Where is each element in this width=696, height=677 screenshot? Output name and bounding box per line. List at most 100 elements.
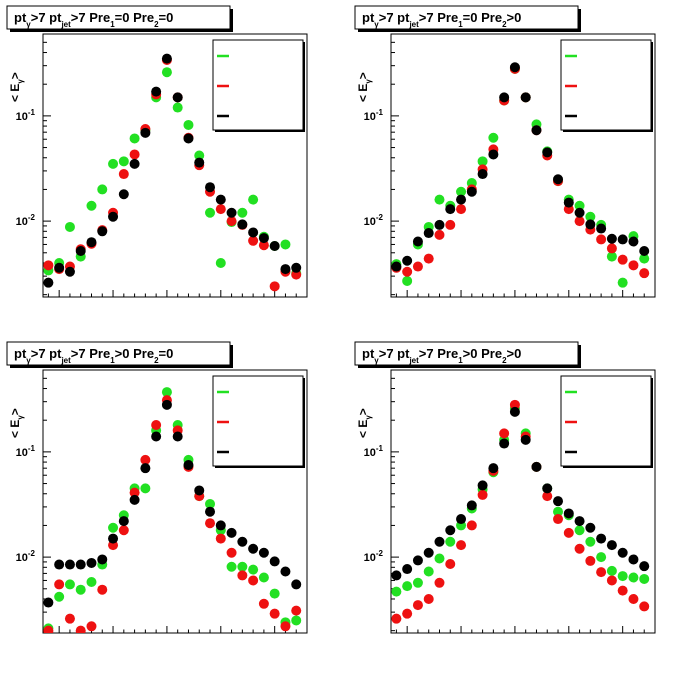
data-point	[258, 240, 269, 251]
data-point	[215, 520, 226, 531]
data-point	[258, 233, 269, 244]
title-text: ptγ>7 ptjet>7 Pre1=0 Pre2>0	[362, 10, 521, 29]
data-point	[205, 518, 216, 529]
legend	[212, 375, 305, 468]
data-point	[423, 593, 434, 604]
title-box	[6, 341, 231, 366]
y-tick-label: 10-2	[364, 213, 384, 228]
data-point	[488, 463, 499, 474]
y-tick-label: 10-1	[16, 444, 36, 459]
data-point	[639, 601, 650, 612]
data-point	[617, 254, 628, 265]
data-point	[226, 547, 237, 558]
data-point	[445, 219, 456, 230]
data-point	[434, 536, 445, 547]
data-point	[596, 234, 607, 245]
data-point	[129, 494, 140, 505]
data-point	[553, 496, 564, 507]
data-point	[456, 186, 467, 197]
title-box	[6, 5, 231, 30]
data-point	[488, 149, 499, 160]
data-point	[291, 262, 302, 273]
y-tick-label: 10-2	[16, 213, 36, 228]
data-point	[520, 434, 531, 445]
data-point	[108, 522, 119, 533]
data-point	[639, 573, 650, 584]
data-point	[140, 127, 151, 138]
chart-title: ptγ>7 ptjet>7 Pre1=0 Pre2>0	[354, 5, 581, 32]
data-point	[75, 245, 86, 256]
data-point	[269, 281, 280, 292]
data-point	[54, 559, 65, 570]
data-point	[606, 243, 617, 254]
chart-panel-4: 10-2 10-1 < Eγ> ptγ>7 ptjet>7 Pre1>0 Pre2>0	[354, 341, 656, 634]
data-point	[54, 262, 65, 273]
series-black	[391, 62, 650, 272]
data-point	[129, 158, 140, 169]
data-point	[118, 169, 129, 180]
data-point	[258, 572, 269, 583]
data-point	[97, 584, 108, 595]
data-point	[54, 579, 65, 590]
data-point	[606, 233, 617, 244]
data-point	[574, 200, 585, 211]
data-point	[466, 520, 477, 531]
data-point	[402, 564, 413, 575]
data-point	[477, 480, 488, 491]
data-point	[75, 625, 86, 633]
data-point	[226, 207, 237, 218]
data-point	[248, 543, 259, 554]
title-text: ptγ>7 ptjet>7 Pre1=0 Pre2=0	[14, 10, 173, 29]
data-point	[553, 514, 564, 525]
data-point	[488, 132, 499, 143]
data-point	[574, 216, 585, 227]
y-tick-label: 10-1	[16, 108, 36, 123]
data-point	[151, 431, 162, 442]
series-black	[391, 406, 650, 581]
data-point	[248, 575, 259, 586]
data-point	[108, 533, 119, 544]
data-point	[75, 559, 86, 570]
data-point	[194, 485, 205, 496]
data-point	[628, 572, 639, 583]
data-point	[118, 156, 129, 167]
data-point	[269, 240, 280, 251]
title-box	[354, 341, 579, 366]
data-point	[391, 613, 402, 624]
data-point	[248, 235, 259, 246]
data-point	[391, 570, 402, 581]
data-point	[412, 577, 423, 588]
data-point	[151, 420, 162, 431]
data-point	[639, 561, 650, 572]
data-point	[118, 516, 129, 527]
data-point	[639, 268, 650, 279]
y-axis-label: < Eγ>	[8, 408, 25, 438]
data-point	[64, 221, 75, 232]
data-point	[606, 565, 617, 576]
data-point	[596, 533, 607, 544]
data-point	[205, 498, 216, 509]
data-point	[628, 260, 639, 271]
data-point	[596, 567, 607, 578]
data-point	[402, 266, 413, 277]
data-points	[43, 387, 302, 633]
data-point	[140, 483, 151, 494]
data-point	[258, 547, 269, 558]
data-point	[585, 522, 596, 533]
data-point	[140, 454, 151, 465]
data-point	[628, 236, 639, 247]
data-point	[456, 514, 467, 525]
data-point	[477, 169, 488, 180]
data-point	[606, 540, 617, 551]
data-point	[456, 194, 467, 205]
data-point	[542, 491, 553, 502]
data-point	[205, 207, 216, 218]
data-point	[509, 62, 520, 73]
chart-title: ptγ>7 ptjet>7 Pre1=0 Pre2=0	[6, 5, 233, 32]
data-point	[172, 431, 183, 442]
data-point	[412, 261, 423, 272]
data-point	[499, 428, 510, 439]
data-point	[205, 506, 216, 517]
data-point	[434, 194, 445, 205]
